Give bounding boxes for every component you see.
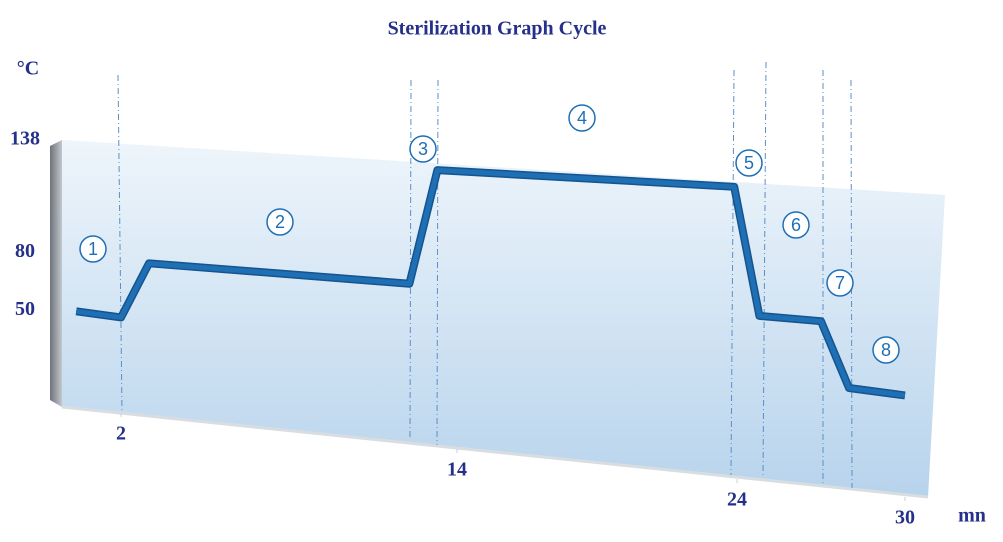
y-tick-label: 138 [10,128,40,150]
y-tick-label: 50 [15,298,35,320]
phase-dividers [117,61,853,489]
x-tick-label: 24 [727,489,747,511]
divider [436,79,439,446]
phase-circle [79,235,107,263]
phase-circle [782,211,810,239]
phase-markers: 1 2 3 4 5 6 7 8 [79,104,900,364]
phase-number: 7 [835,273,845,293]
phase-number: 2 [275,212,285,232]
phase-circle [872,336,900,364]
divider [117,74,123,413]
x-tick-label: 2 [116,423,126,445]
phase-number: 8 [881,340,891,360]
phase-number: 5 [744,153,754,173]
chart-title: Sterilization Graph Cycle [388,18,607,40]
phase-circle [409,135,437,163]
phase-circle [735,149,763,177]
y-tick-label: 80 [15,240,35,262]
x-tick-label: 14 [447,459,467,481]
line [75,167,906,398]
phase-number: 4 [577,108,587,128]
x-tick-label: 30 [895,507,915,529]
floor-edge [61,405,929,499]
y-axis-label: °C [17,58,39,80]
phase-circle [826,269,854,297]
divider [409,79,412,441]
phase-circle [568,104,596,132]
phase-number: 6 [791,215,801,235]
divider [762,61,767,479]
phase-circle [266,208,294,236]
phase-number: 1 [88,239,98,259]
phase-number: 3 [418,139,428,159]
y-wall [50,140,62,407]
divider [730,69,735,476]
x-axis-label: mn [958,505,986,527]
